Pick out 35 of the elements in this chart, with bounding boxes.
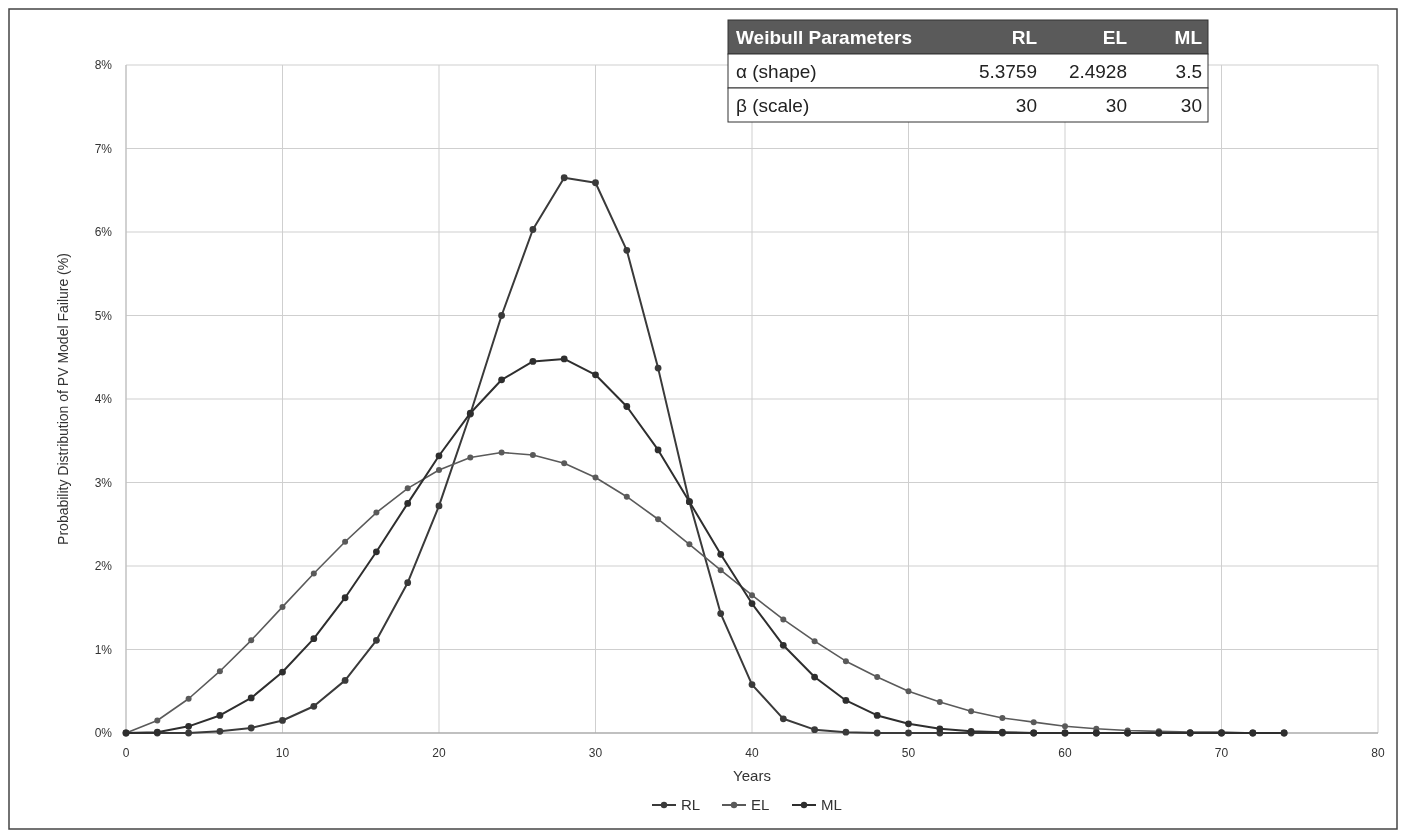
annotation: β (scale) [736, 95, 810, 116]
y-tick-label: 6% [94, 225, 113, 239]
legend-label: ML [821, 796, 842, 813]
y-tick-label: 5% [94, 308, 113, 323]
x-tick-label: 10 [275, 746, 290, 760]
y-tick-label: 4% [94, 392, 113, 406]
annotation: 3.5 [1175, 61, 1202, 82]
legend-label: EL [751, 796, 770, 813]
text: Weibull Parameters [736, 27, 913, 48]
y-axis-title: Probability Distribution of PV Model Failure (%) [55, 253, 71, 545]
x-tick-label: 20 [432, 746, 446, 760]
x-tick-label: 60 [1058, 746, 1072, 760]
y-tick-label: 2% [94, 559, 113, 573]
annotation: α (shape) [736, 61, 817, 82]
x-tick-label: 0 [122, 746, 130, 760]
x-tick-label: 50 [901, 746, 916, 760]
x-tick-label: 40 [745, 746, 759, 760]
text: ML [1174, 27, 1203, 48]
x-tick-label: 30 [588, 746, 603, 760]
annotation: 30 [1105, 95, 1127, 116]
x-tick-label: 70 [1214, 746, 1229, 760]
legend-label: RL [681, 796, 701, 813]
annotation: 30 [1015, 95, 1037, 116]
y-tick-label: 8% [94, 58, 113, 72]
annotation: 2.4928 [1068, 61, 1127, 82]
annotation: 5.3759 [978, 61, 1037, 82]
x-tick-label: 80 [1371, 746, 1385, 760]
text: RL [1011, 27, 1038, 48]
text: EL [1102, 27, 1128, 48]
x-axis-title: Years [733, 767, 771, 784]
y-tick-label: 7% [94, 141, 113, 156]
y-tick-label: 3% [94, 475, 113, 490]
annotation: 30 [1180, 95, 1202, 116]
y-tick-label: 0% [94, 726, 113, 740]
y-tick-label: 1% [94, 642, 113, 657]
